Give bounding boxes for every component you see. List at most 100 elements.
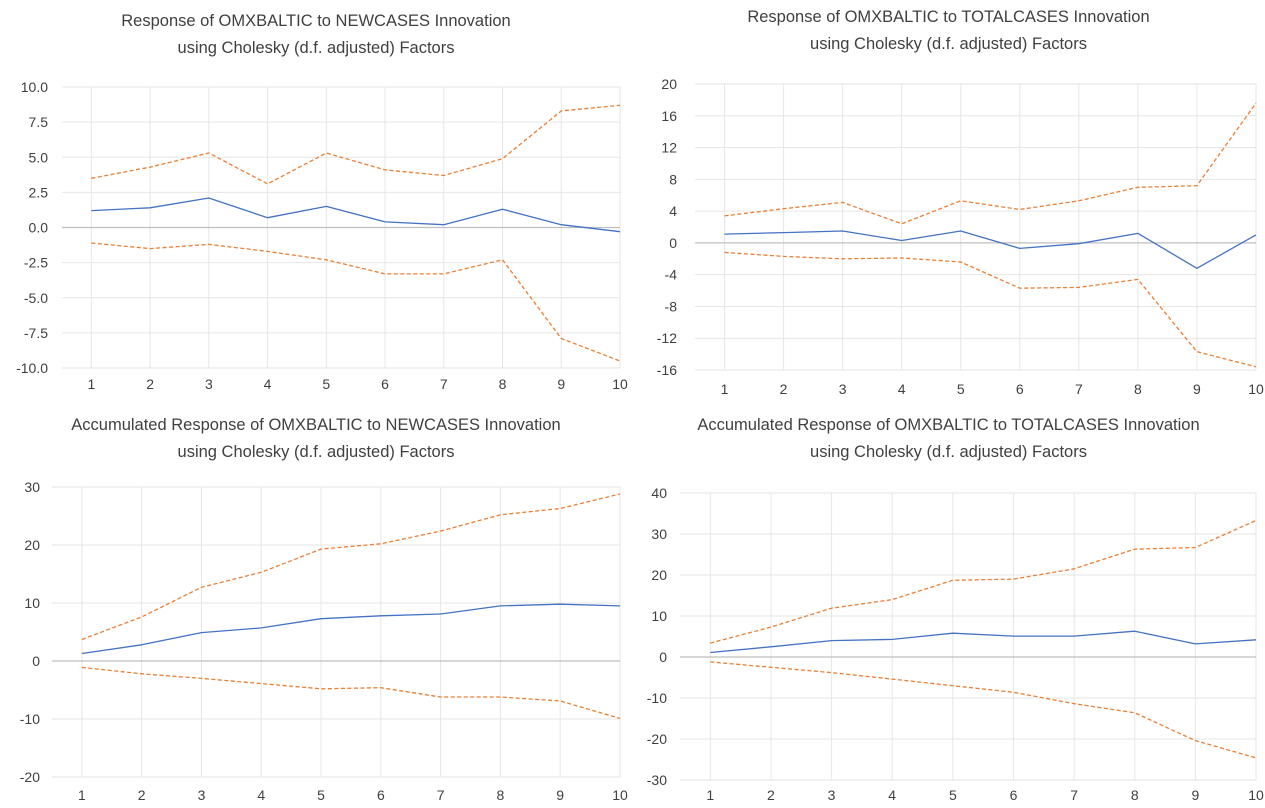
x-tick-label: 4 bbox=[898, 381, 906, 397]
series-line-upper-band bbox=[91, 104, 621, 185]
x-tick-label: 10 bbox=[1248, 381, 1264, 397]
x-tick-label: 1 bbox=[78, 787, 86, 803]
y-tick-label: 40 bbox=[651, 485, 667, 501]
x-tick-label: 2 bbox=[138, 787, 146, 803]
x-tick-label: 1 bbox=[721, 381, 729, 397]
chart-title-line-1: Response of OMXBALTIC to TOTALCASES Inno… bbox=[747, 8, 1150, 26]
y-tick-label: 30 bbox=[24, 479, 40, 495]
y-tick-label: -20 bbox=[20, 769, 40, 785]
y-tick-label: 10 bbox=[651, 608, 667, 624]
x-tick-label: 3 bbox=[198, 787, 206, 803]
x-tick-label: 6 bbox=[1016, 381, 1024, 397]
y-tick-label: 20 bbox=[24, 537, 40, 553]
y-tick-label: 4 bbox=[669, 203, 677, 219]
x-tick-label: 4 bbox=[888, 787, 896, 803]
x-tick-label: 1 bbox=[706, 787, 714, 803]
x-tick-label: 4 bbox=[257, 787, 265, 803]
x-tick-label: 6 bbox=[377, 787, 385, 803]
x-tick-label: 8 bbox=[1131, 787, 1139, 803]
chart-title: Accumulated Response of OMXBALTIC to NEW… bbox=[0, 412, 632, 466]
y-tick-label: 20 bbox=[651, 567, 667, 583]
chart-title: Response of OMXBALTIC to TOTALCASES Inno… bbox=[632, 4, 1265, 58]
x-tick-label: 7 bbox=[437, 787, 445, 803]
x-tick-label: 10 bbox=[1248, 787, 1264, 803]
y-tick-label: 0 bbox=[659, 649, 667, 665]
y-tick-label: -2.5 bbox=[24, 255, 48, 271]
chart-title-line-1: Accumulated Response of OMXBALTIC to NEW… bbox=[71, 416, 561, 434]
x-tick-label: 9 bbox=[1193, 381, 1201, 397]
y-tick-label: 0 bbox=[669, 235, 677, 251]
y-tick-label: 16 bbox=[661, 108, 677, 124]
x-tick-label: 2 bbox=[780, 381, 788, 397]
y-tick-label: -30 bbox=[647, 772, 667, 788]
y-tick-label: 2.5 bbox=[29, 184, 49, 200]
chart-title-line-1: Accumulated Response of OMXBALTIC to TOT… bbox=[697, 416, 1200, 434]
x-tick-label: 3 bbox=[828, 787, 836, 803]
y-tick-label: -5.0 bbox=[24, 290, 48, 306]
chart-title-line-2: using Cholesky (d.f. adjusted) Factors bbox=[177, 443, 455, 461]
series-line-lower-band bbox=[710, 661, 1257, 759]
series-line-response bbox=[81, 603, 621, 655]
series-line-lower-band bbox=[91, 242, 621, 362]
y-tick-label: 10.0 bbox=[21, 79, 48, 95]
y-tick-label: -10 bbox=[20, 711, 40, 727]
chart-title-line-2: using Cholesky (d.f. adjusted) Factors bbox=[810, 443, 1087, 461]
x-tick-label: 8 bbox=[1134, 381, 1142, 397]
x-tick-label: 5 bbox=[957, 381, 965, 397]
chart-title-line-2: using Cholesky (d.f. adjusted) Factors bbox=[177, 39, 455, 57]
y-tick-label: -4 bbox=[665, 267, 678, 283]
series-line-response bbox=[710, 630, 1257, 654]
chart-plot: 10.0 7.5 5.0 2.5 0.0 -2.5 -5.0 -7.5 -10.0 1 2 3 4 5 6 7… bbox=[16, 79, 628, 392]
y-tick-label: 5.0 bbox=[29, 149, 49, 165]
x-tick-label: 7 bbox=[440, 376, 448, 392]
x-tick-label: 2 bbox=[146, 376, 154, 392]
x-tick-label: 10 bbox=[612, 787, 628, 803]
x-tick-label: 9 bbox=[557, 376, 565, 392]
chart-title-line-2: using Cholesky (d.f. adjusted) Factors bbox=[810, 35, 1087, 53]
x-tick-label: 1 bbox=[87, 376, 95, 392]
y-tick-label: 0.0 bbox=[29, 220, 49, 236]
x-tick-label: 4 bbox=[264, 376, 272, 392]
chart-panel-totalcases-accumulated: Accumulated Response of OMXBALTIC to TOT… bbox=[632, 404, 1265, 808]
y-tick-label: -16 bbox=[657, 362, 677, 378]
y-tick-label: 7.5 bbox=[29, 114, 49, 130]
series-line-response bbox=[724, 230, 1257, 269]
x-tick-label: 8 bbox=[497, 787, 505, 803]
x-tick-label: 10 bbox=[612, 376, 628, 392]
y-tick-label: -7.5 bbox=[24, 325, 48, 341]
x-tick-label: 5 bbox=[949, 787, 957, 803]
series-line-lower-band bbox=[81, 666, 621, 720]
chart-title-line-1: Response of OMXBALTIC to NEWCASES Innova… bbox=[121, 12, 511, 30]
x-tick-label: 8 bbox=[499, 376, 507, 392]
y-tick-label: 12 bbox=[661, 140, 677, 156]
series-line-response bbox=[91, 197, 621, 233]
chart-plot: 40 30 20 10 0 -10 -20 -30 1 2 3 4 5 6 7 8 9 10 bbox=[647, 485, 1264, 803]
y-tick-label: 20 bbox=[661, 76, 677, 92]
series-line-lower-band bbox=[724, 251, 1257, 368]
chart-title: Response of OMXBALTIC to NEWCASES Innova… bbox=[0, 8, 632, 62]
x-tick-label: 3 bbox=[839, 381, 847, 397]
y-tick-label: -8 bbox=[665, 298, 678, 314]
x-tick-label: 9 bbox=[1191, 787, 1199, 803]
series-line-upper-band bbox=[710, 519, 1257, 644]
x-tick-label: 9 bbox=[556, 787, 564, 803]
x-tick-label: 3 bbox=[205, 376, 213, 392]
y-tick-label: -20 bbox=[647, 731, 667, 747]
x-tick-label: 5 bbox=[322, 376, 330, 392]
x-tick-label: 7 bbox=[1070, 787, 1078, 803]
chart-panel-newcases-response: Response of OMXBALTIC to NEWCASES Innova… bbox=[0, 0, 632, 404]
y-tick-label: 0 bbox=[32, 653, 40, 669]
x-tick-label: 2 bbox=[767, 787, 775, 803]
chart-panel-totalcases-response: Response of OMXBALTIC to TOTALCASES Inno… bbox=[632, 0, 1265, 404]
x-tick-label: 6 bbox=[1010, 787, 1018, 803]
chart-panel-newcases-accumulated: Accumulated Response of OMXBALTIC to NEW… bbox=[0, 404, 632, 808]
y-tick-label: -12 bbox=[657, 330, 677, 346]
y-tick-label: -10 bbox=[647, 690, 667, 706]
y-tick-label: 30 bbox=[651, 526, 667, 542]
x-tick-label: 6 bbox=[381, 376, 389, 392]
y-tick-label: 10 bbox=[24, 595, 40, 611]
chart-title: Accumulated Response of OMXBALTIC to TOT… bbox=[632, 412, 1265, 466]
y-tick-label: -10.0 bbox=[16, 360, 48, 376]
series-line-upper-band bbox=[724, 102, 1257, 225]
